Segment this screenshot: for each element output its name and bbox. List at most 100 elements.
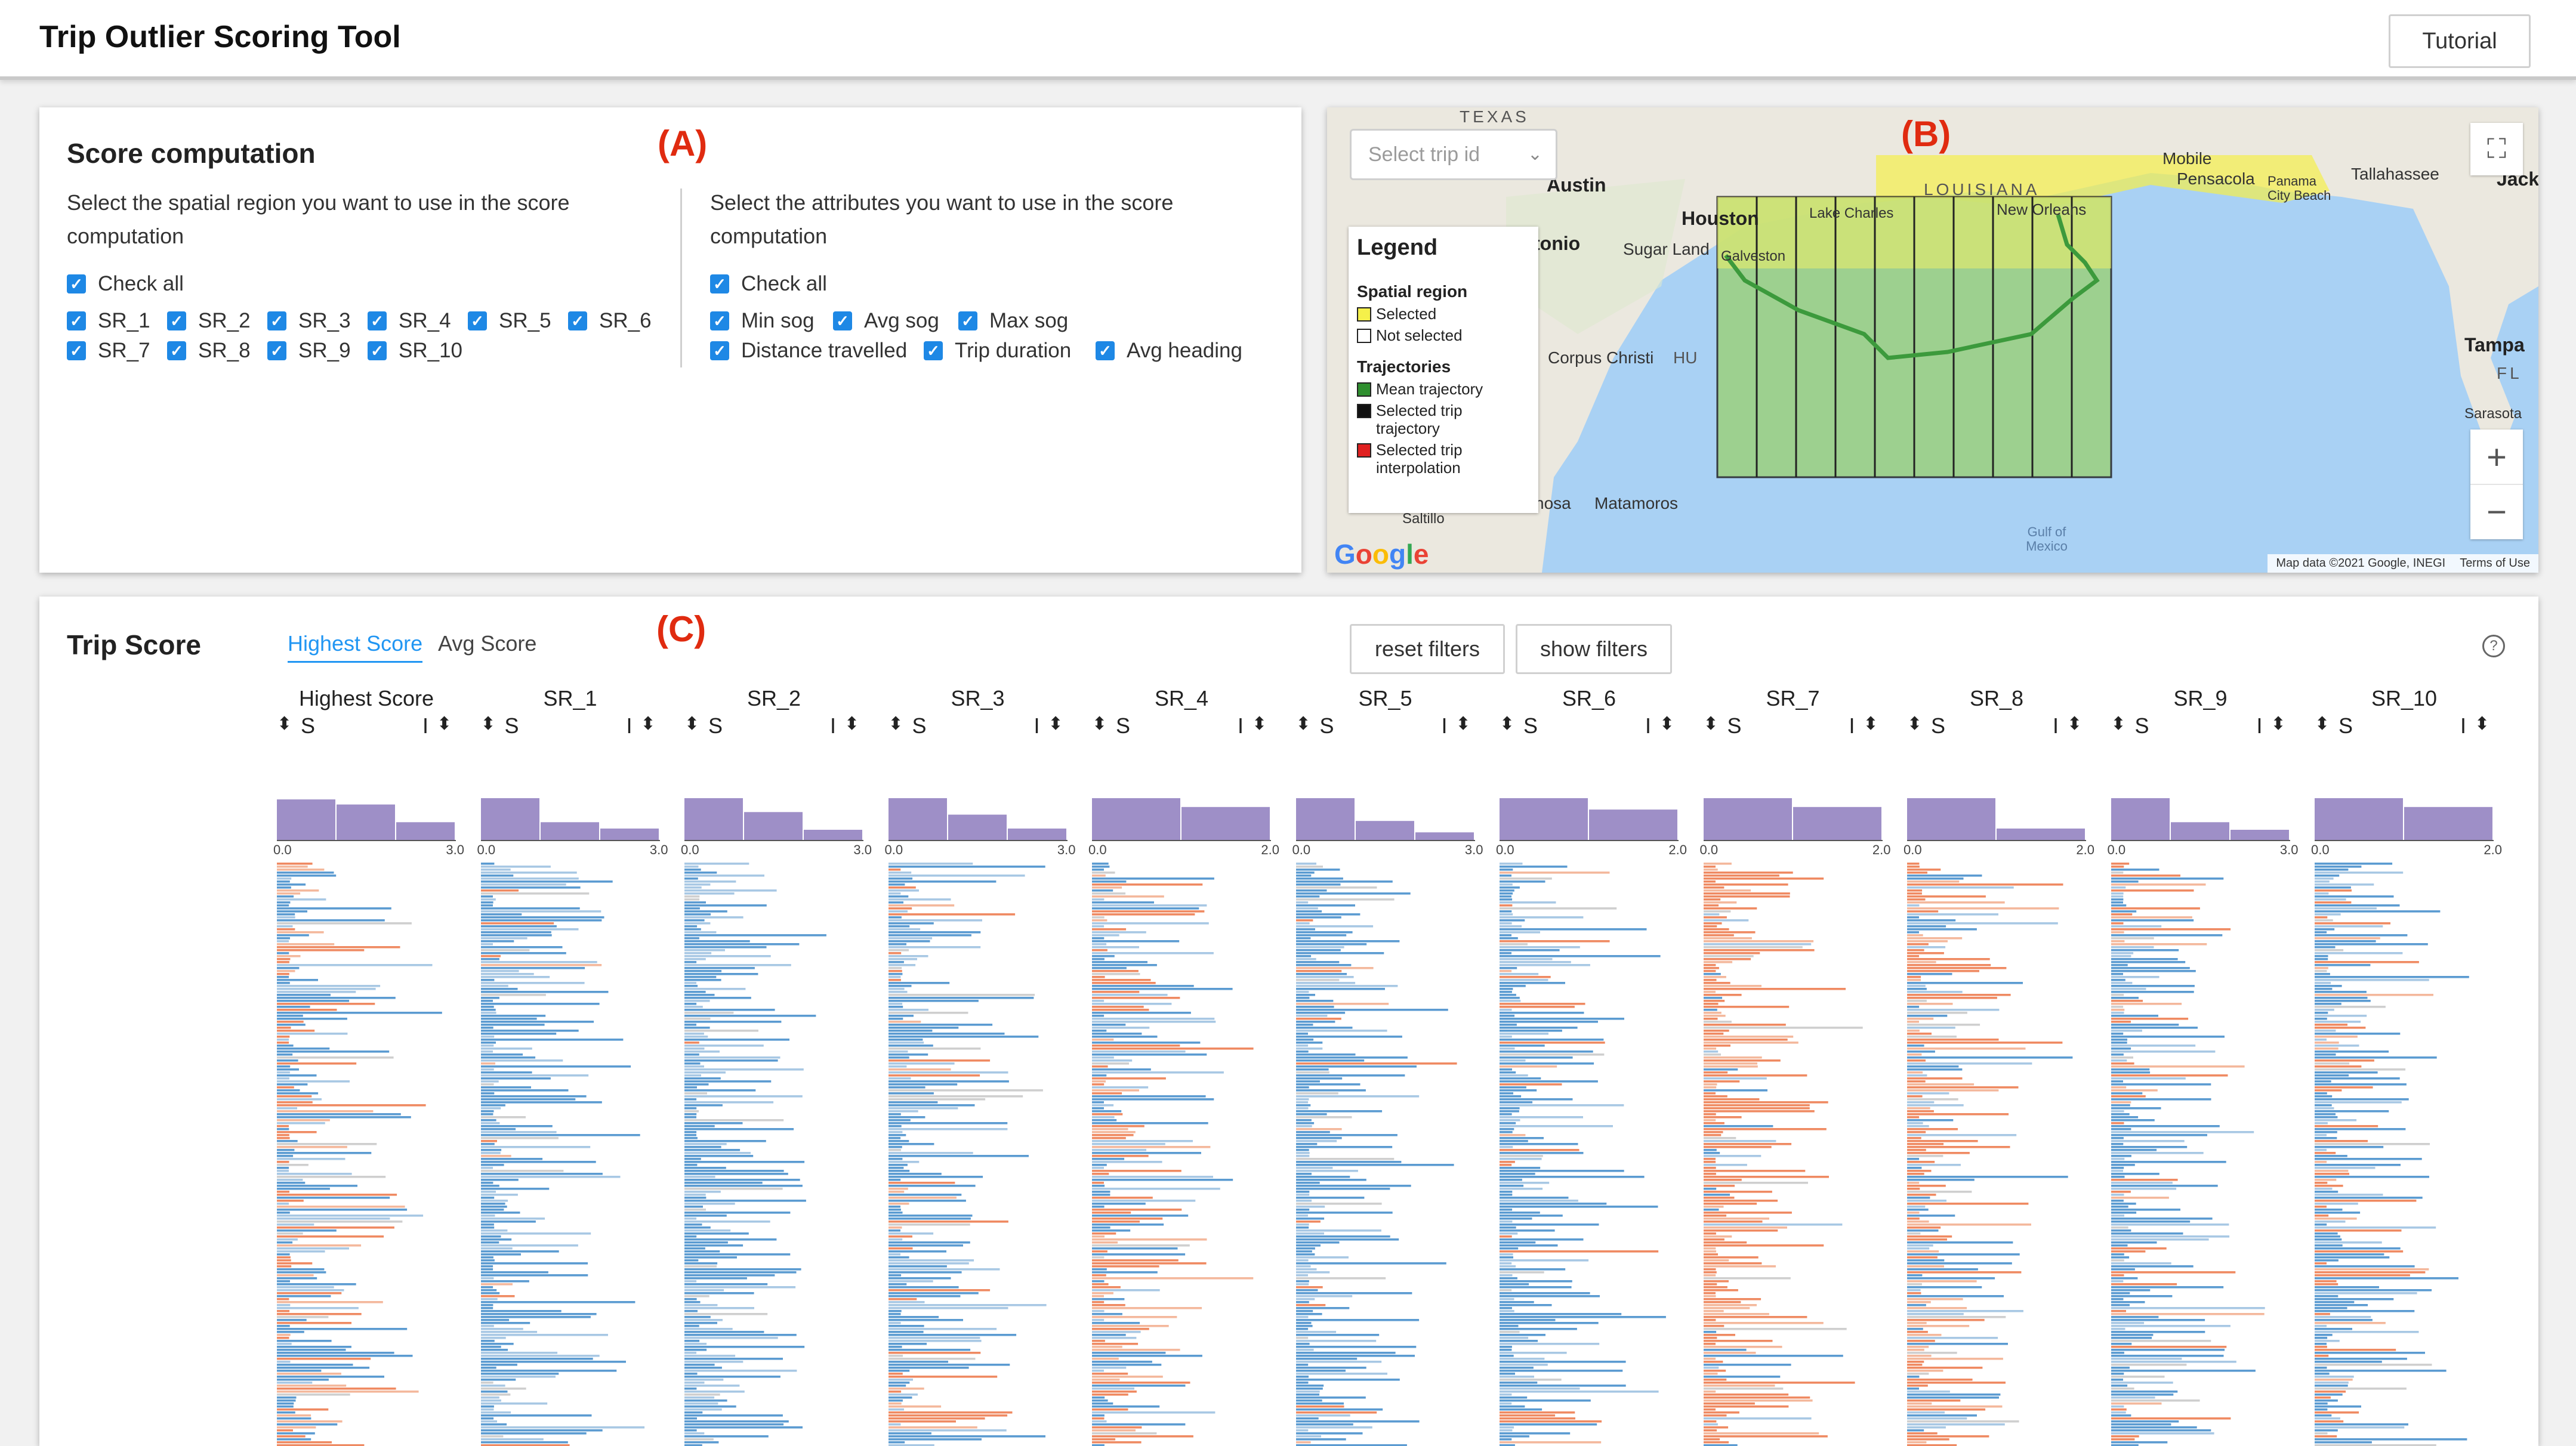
trip-bar[interactable] [1500, 1077, 1541, 1080]
trip-bar[interactable] [2315, 1068, 2406, 1071]
trip-bar[interactable] [1703, 1414, 1727, 1417]
trip-bar[interactable] [480, 1179, 519, 1181]
trip-bar[interactable] [888, 1379, 913, 1381]
trip-bar[interactable] [1092, 1015, 1105, 1017]
trip-bar[interactable] [684, 1277, 747, 1280]
trip-bar[interactable] [1703, 1167, 1716, 1169]
trip-bar[interactable] [684, 1283, 768, 1286]
trip-bar[interactable] [277, 904, 289, 907]
trip-bar[interactable] [2315, 1277, 2458, 1280]
trip-bar[interactable] [2315, 913, 2341, 916]
trip-bar[interactable] [277, 1176, 386, 1178]
trip-bar[interactable] [1907, 898, 1926, 901]
trip-bar[interactable] [480, 1391, 508, 1393]
trip-bar[interactable] [1092, 1262, 1207, 1265]
trip-bar[interactable] [1092, 1355, 1202, 1357]
trip-bar[interactable] [1295, 1382, 1309, 1384]
trip-bar[interactable] [277, 1182, 306, 1184]
trip-bar[interactable] [1092, 1182, 1104, 1184]
trip-bar[interactable] [2111, 928, 2231, 931]
trip-bar[interactable] [1907, 1122, 1923, 1124]
trip-bar[interactable] [1500, 892, 1513, 895]
trip-bar[interactable] [2111, 1206, 2128, 1208]
trip-bar[interactable] [1295, 1280, 1309, 1283]
trip-bar[interactable] [888, 1343, 927, 1345]
trip-bar[interactable] [2315, 1226, 2436, 1229]
trip-bar[interactable] [1500, 904, 1513, 907]
trip-bar[interactable] [1092, 1197, 1153, 1199]
trip-bar[interactable] [480, 889, 519, 892]
trip-bar[interactable] [684, 1268, 801, 1271]
trip-bar[interactable] [2315, 1235, 2340, 1238]
trip-bar[interactable] [1703, 1095, 1727, 1098]
trip-bar[interactable] [684, 889, 777, 892]
trip-bar[interactable] [1092, 1325, 1169, 1327]
trip-bar[interactable] [1907, 970, 1979, 972]
trip-bar[interactable] [480, 1438, 544, 1441]
trip-bar[interactable] [1703, 1092, 1716, 1095]
trip-bar[interactable] [277, 1441, 332, 1444]
trip-bar[interactable] [480, 1056, 535, 1059]
trip-bar[interactable] [1703, 964, 1716, 966]
trip-bar[interactable] [277, 1361, 291, 1363]
checkbox-checked-icon[interactable]: ✓ [368, 341, 387, 360]
trip-bar[interactable] [1500, 1441, 1602, 1444]
trip-bar[interactable] [2315, 1292, 2417, 1294]
trip-bar[interactable] [1907, 1077, 1963, 1080]
trip-bar[interactable] [1295, 1438, 1346, 1441]
trip-bar[interactable] [480, 1170, 563, 1172]
trip-bar[interactable] [1295, 872, 1315, 874]
trip-bar[interactable] [1092, 886, 1122, 889]
trip-bar[interactable] [1295, 1134, 1397, 1136]
trip-bar[interactable] [277, 1003, 375, 1005]
trip-bar[interactable] [277, 898, 326, 901]
trip-bar[interactable] [684, 895, 700, 898]
trip-bar[interactable] [277, 1050, 390, 1053]
trip-bar[interactable] [1295, 1229, 1381, 1232]
trip-bar[interactable] [1500, 913, 1513, 916]
histogram-bar[interactable] [1007, 828, 1066, 840]
trip-bar[interactable] [1703, 913, 1719, 916]
trip-bar[interactable] [1500, 1152, 1584, 1154]
trip-bar[interactable] [1092, 1089, 1139, 1092]
trip-bar[interactable] [1295, 916, 1341, 919]
trip-bar[interactable] [888, 940, 930, 943]
trip-bar[interactable] [1703, 958, 1751, 960]
trip-bar[interactable] [2111, 952, 2133, 954]
trip-bar[interactable] [277, 1134, 289, 1136]
trip-bar[interactable] [1703, 961, 1732, 963]
trip-bar[interactable] [277, 1209, 408, 1211]
trip-bar[interactable] [1907, 1429, 1924, 1432]
trip-bar[interactable] [277, 1092, 319, 1095]
trip-bar[interactable] [2315, 1015, 2367, 1017]
trip-bar[interactable] [2315, 1301, 2355, 1303]
trip-bar[interactable] [1907, 1083, 1975, 1086]
trip-bar[interactable] [480, 973, 534, 975]
trip-bar[interactable] [684, 991, 706, 993]
trip-bar[interactable] [1703, 976, 1726, 978]
trip-bar[interactable] [2315, 1307, 2347, 1309]
trip-bar[interactable] [277, 1325, 290, 1327]
trip-bar[interactable] [1295, 1089, 1366, 1092]
trip-bar[interactable] [2111, 1268, 2135, 1271]
trip-bar[interactable] [277, 1373, 341, 1375]
trip-bar[interactable] [2111, 886, 2125, 889]
trip-bar[interactable] [888, 1349, 970, 1351]
trip-bar[interactable] [2315, 1206, 2327, 1208]
trip-bar[interactable] [480, 1402, 547, 1405]
trip-bar[interactable] [2315, 1295, 2339, 1297]
trip-bar[interactable] [888, 1003, 902, 1005]
trip-bar[interactable] [2315, 991, 2367, 993]
trip-bar[interactable] [1907, 967, 2007, 969]
checkbox-checked-icon[interactable]: ✓ [568, 311, 587, 330]
trip-bar[interactable] [1295, 976, 1354, 978]
trip-bar[interactable] [1703, 1119, 1716, 1121]
trip-bar[interactable] [1295, 1337, 1308, 1339]
score-histogram[interactable] [480, 787, 660, 841]
trip-bar[interactable] [888, 1238, 902, 1241]
trip-bar[interactable] [1092, 1232, 1116, 1235]
trip-bar[interactable] [1500, 1423, 1597, 1426]
trip-bar[interactable] [1500, 1435, 1529, 1438]
trip-bar[interactable] [1500, 1194, 1513, 1196]
trip-bar[interactable] [1500, 1358, 1545, 1360]
